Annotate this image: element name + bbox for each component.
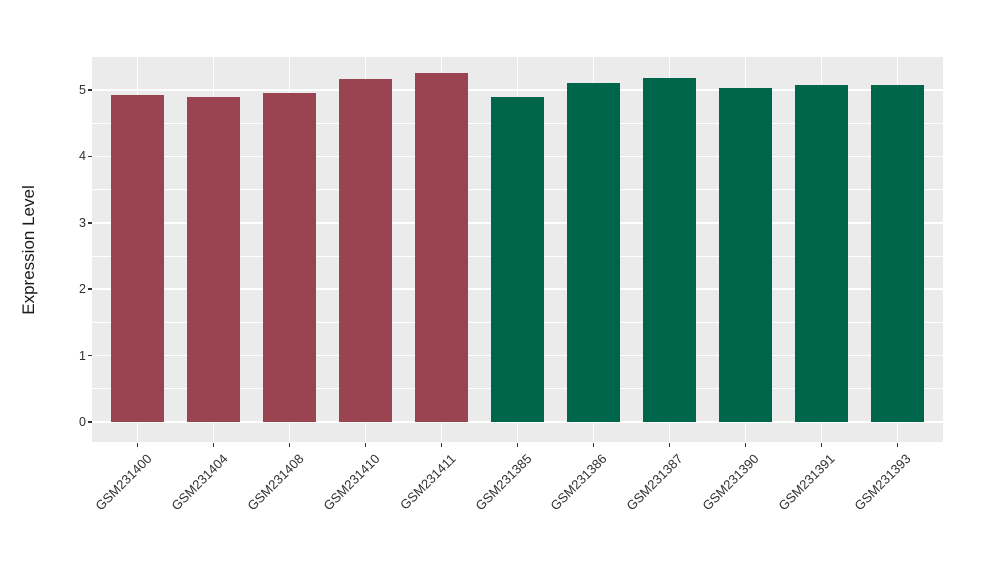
y-tick-label: 2	[79, 282, 86, 297]
y-tick-mark	[87, 222, 92, 224]
x-tick-mark	[744, 442, 747, 447]
y-tick-label: 0	[79, 415, 86, 429]
y-tick-mark	[87, 155, 92, 158]
x-tick-mark	[668, 442, 671, 447]
y-tick-mark	[87, 354, 92, 357]
y-tick-label: 5	[79, 83, 86, 97]
y-tick-label: 4	[79, 149, 86, 164]
y-axis-title: Expression Level	[19, 185, 38, 315]
x-tick-mark	[136, 442, 139, 447]
x-tick-mark	[516, 442, 519, 447]
bar-GSM231408	[263, 93, 317, 422]
x-tick-mark	[440, 442, 443, 447]
x-tick-mark	[212, 442, 215, 447]
y-tick-label: 1	[79, 348, 86, 363]
x-tick-mark	[288, 442, 291, 447]
x-tick-mark	[820, 442, 823, 447]
bar-GSM231410	[339, 79, 393, 422]
bar-GSM231387	[642, 78, 696, 422]
bar-GSM231385	[491, 96, 544, 422]
plot-panel	[92, 57, 943, 442]
bar-GSM231400	[111, 94, 165, 422]
y-tick-mark	[87, 89, 92, 91]
x-tick-mark	[364, 442, 367, 447]
bar-GSM231390	[718, 88, 772, 422]
bar-GSM231386	[566, 83, 620, 422]
y-tick-mark	[87, 288, 92, 290]
y-tick-mark	[87, 421, 92, 423]
bar-GSM231391	[794, 85, 848, 422]
bar-GSM231411	[415, 73, 469, 422]
bar-GSM231393	[870, 84, 924, 422]
bar-GSM231404	[187, 97, 241, 422]
y-tick-label: 3	[79, 215, 86, 230]
x-tick-mark	[896, 442, 899, 447]
x-tick-mark	[592, 442, 595, 447]
